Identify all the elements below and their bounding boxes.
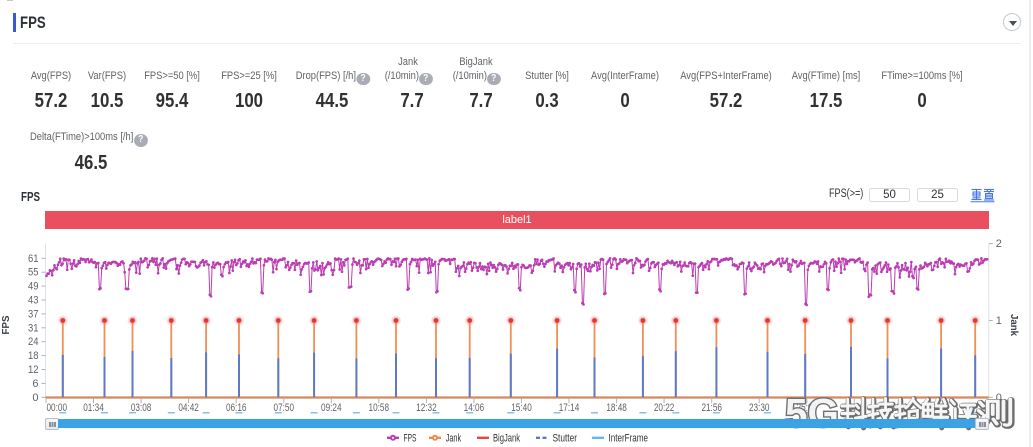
svg-text:37: 37	[28, 308, 39, 320]
svg-text:Jank: Jank	[446, 433, 462, 445]
svg-text:00:00: 00:00	[47, 402, 68, 414]
svg-text:18:48: 18:48	[606, 402, 627, 414]
svg-text:04:42: 04:42	[178, 402, 199, 414]
svg-text:23:30: 23:30	[749, 402, 770, 414]
svg-text:49: 49	[28, 281, 39, 293]
svg-text:14:06: 14:06	[464, 402, 485, 414]
svg-text:Stutter: Stutter	[553, 433, 578, 445]
svg-text:1: 1	[996, 315, 1002, 327]
svg-text:6: 6	[32, 378, 38, 390]
svg-text:FPS: FPS	[404, 433, 417, 445]
svg-text:06:16: 06:16	[226, 402, 247, 414]
svg-text:12: 12	[28, 364, 39, 376]
svg-text:31: 31	[28, 322, 39, 334]
svg-text:18: 18	[28, 350, 39, 362]
svg-text:25:04: 25:04	[797, 402, 818, 414]
svg-text:17:14: 17:14	[559, 402, 580, 414]
svg-text:5G: 5G	[785, 392, 839, 436]
svg-text:10:58: 10:58	[369, 402, 390, 414]
svg-text:0: 0	[32, 392, 38, 404]
svg-text:61: 61	[28, 253, 39, 265]
svg-text:2: 2	[996, 238, 1002, 250]
svg-text:07:50: 07:50	[274, 402, 295, 414]
svg-text:55: 55	[28, 267, 39, 279]
svg-text:0: 0	[996, 392, 1002, 404]
svg-text:InterFrame: InterFrame	[609, 433, 649, 445]
svg-text:BigJank: BigJank	[493, 433, 520, 445]
svg-text:03:08: 03:08	[131, 402, 152, 414]
svg-text:21:56: 21:56	[701, 402, 722, 414]
svg-text:24: 24	[28, 336, 39, 348]
svg-text:12:32: 12:32	[416, 402, 437, 414]
svg-text:43: 43	[28, 295, 39, 307]
svg-text:01:34: 01:34	[83, 402, 104, 414]
svg-text:20:22: 20:22	[654, 402, 675, 414]
svg-text:Jank: Jank	[1008, 314, 1019, 336]
svg-text:15:40: 15:40	[511, 402, 532, 414]
svg-text:09:24: 09:24	[321, 402, 342, 414]
svg-text:FPS: FPS	[1, 315, 12, 334]
